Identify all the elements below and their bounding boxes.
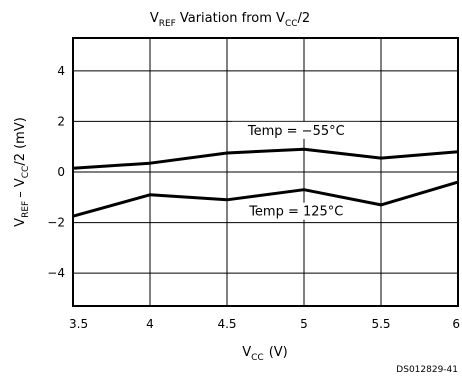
x-tick-label: 4 — [146, 317, 154, 331]
y-tick-label: 0 — [57, 165, 65, 179]
y-tick-label: −2 — [47, 216, 65, 230]
title-prefix-sub: REF — [159, 19, 176, 29]
series-line — [72, 180, 459, 218]
x-tick-label: 3.5 — [69, 317, 88, 331]
x-tick-label: 5 — [300, 317, 308, 331]
y-tick-label: 2 — [57, 114, 65, 128]
x-label-suffix: (V) — [269, 345, 288, 360]
series-label-background — [232, 202, 361, 220]
title-prefix: V — [150, 11, 159, 26]
chart-title: VREF Variation from VCC/2 — [150, 11, 310, 29]
x-label-sub: CC — [251, 353, 264, 363]
x-axis-label: VCC (V) — [242, 345, 288, 363]
document-id: DS012829-41 — [396, 365, 458, 375]
grid — [73, 38, 458, 306]
x-axis-ticks: 3.5 4 4.5 5 5.5 6 — [69, 317, 460, 331]
title-text-sub: CC — [285, 19, 298, 29]
y-axis-ticks: 4 2 0 −2 −4 — [47, 64, 65, 280]
title-suffix: /2 — [298, 11, 311, 26]
series-label-background — [232, 121, 361, 139]
series-labels: Temp = −55°C Temp = 125°C — [232, 121, 361, 220]
series-line — [72, 147, 459, 170]
series-label: Temp = 125°C — [248, 205, 343, 220]
y-label-a-sub: REF — [21, 201, 31, 218]
x-tick-label: 6 — [452, 317, 460, 331]
series-group — [72, 147, 459, 218]
x-tick-label: 5.5 — [371, 317, 390, 331]
y-tick-label: −4 — [47, 266, 65, 280]
y-label-a: V — [13, 218, 28, 227]
y-tick-label: 4 — [57, 64, 65, 78]
x-label-main: V — [242, 345, 251, 360]
y-axis-label: VREF – VCC/2 (mV) — [13, 117, 31, 227]
x-tick-label: 4.5 — [217, 317, 236, 331]
y-label-b: – V — [13, 178, 28, 198]
series-label: Temp = −55°C — [247, 124, 345, 139]
y-label-b-sub: CC — [21, 166, 31, 179]
title-text: Variation from V — [180, 11, 285, 26]
y-label-c: /2 (mV) — [13, 117, 28, 165]
